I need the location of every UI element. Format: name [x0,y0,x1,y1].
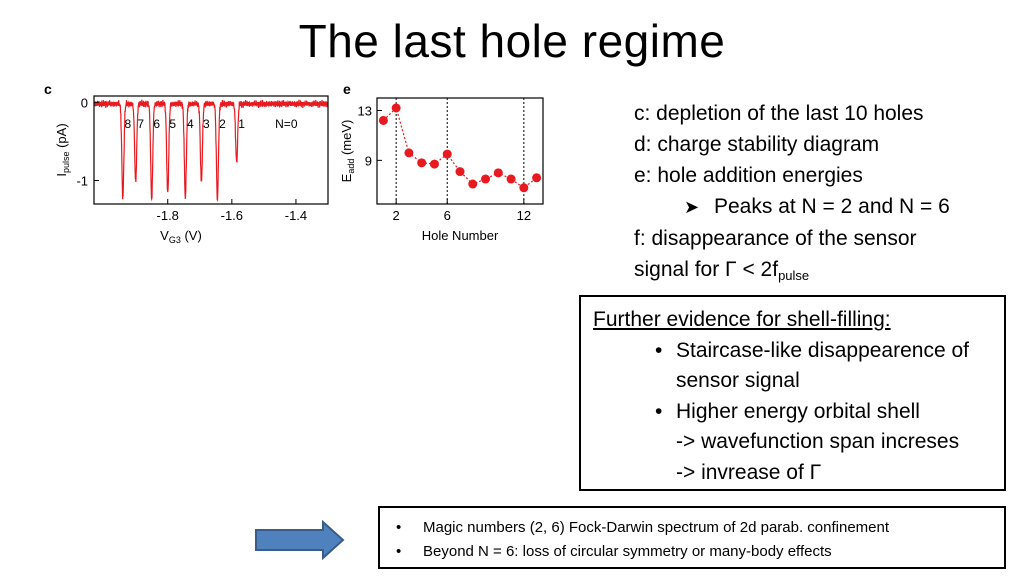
dip-label-3: 3 [203,117,210,131]
addition-energy-point [468,179,478,189]
addition-energy-point [391,103,401,113]
description-panel: c: depletion of the last 10 holes d: cha… [634,98,1014,285]
evidence-item-staircase: • Staircase-like disappearence of [593,336,1004,367]
chart-e-x-tick-label: 6 [444,208,451,223]
pulse-current-trace [93,99,329,203]
chart-c-y-axis-label: Ipulse (pA) [54,123,71,176]
chart-e-addition-energy: e 2 6 12 13 9 Hole Number Eadd (meV) [339,81,544,243]
chart-e-y-tick-label: 13 [358,103,372,118]
dip-label-4: 4 [187,117,194,131]
description-line-f2: signal for Γ < 2fpulse [634,254,1014,285]
description-line-f1: f: disappearance of the sensor [634,227,917,250]
description-line-c: c: depletion of the last 10 holes [634,102,924,125]
dip-label-5: 5 [169,117,176,131]
summary-box: • Magic numbers (2, 6) Fock-Darwin spect… [378,506,1006,569]
chart-c-pulse-current: c -1.8 -1.6 -1.4 0 -1 8 7 6 5 4 3 2 1 N=0 VG3 (V) Ipulse… [44,81,329,245]
evidence-item-2-line-1: Higher energy orbital shell [676,399,920,423]
summary-item-beyond-six: • Beyond N = 6: loss of circular symmetr… [390,540,1004,564]
chart-c-y-tick-label: -1 [76,174,88,189]
bullet-icon: • [396,519,402,536]
chart-c-x-tick-label: -1.8 [157,208,179,223]
description-line-f2-text: signal for Γ < 2f [634,258,779,281]
description-peaks-text: Peaks at N = 2 and N = 6 [714,195,950,218]
dip-label-8: 8 [125,117,132,131]
summary-item-magic-numbers: • Magic numbers (2, 6) Fock-Darwin spect… [390,516,1004,540]
addition-energy-point [404,148,414,158]
addition-energy-point [417,158,427,168]
addition-energy-point [481,174,491,184]
addition-energy-point [532,173,542,183]
chart-e-x-axis-label: Hole Number [422,228,499,243]
annotation-n0: N=0 [275,117,298,131]
description-line-f2-subscript: pulse [778,268,810,283]
chart-e-y-tick-label: 9 [365,153,372,168]
arrowhead-bullet-icon: ➤ [684,197,700,217]
right-arrow-icon [255,520,345,560]
chart-c-frame [93,95,329,205]
slide-title: The last hole regime [298,15,726,67]
panel-label-e: e [343,81,351,97]
description-peaks-item: ➤ Peaks at N = 2 and N = 6 [634,191,1014,223]
evidence-item-2-line-3: -> invrease of Γ [676,460,822,484]
chart-e-x-tick-label: 2 [393,208,400,223]
dip-label-2: 2 [219,117,226,131]
addition-energy-point [493,168,503,178]
description-line-d: d: charge stability diagram [634,133,880,156]
chart-e-x-tick-label: 12 [517,208,531,223]
bullet-icon: • [396,543,402,560]
addition-energy-point [506,174,516,184]
panel-label-c: c [44,81,52,97]
summary-item-1-text: Magic numbers (2, 6) Fock-Darwin spectru… [423,519,890,536]
dip-label-7: 7 [137,117,144,131]
addition-energy-point [519,183,529,193]
addition-energy-point [455,167,465,177]
summary-item-2-text: Beyond N = 6: loss of circular symmetry … [423,543,832,560]
chart-c-x-axis-label: VG3 (V) [160,228,202,245]
description-line-e: e: hole addition energies [634,164,863,187]
chart-e-y-axis-label: Eadd (meV) [339,120,356,183]
evidence-item-orbital-shell: • Higher energy orbital shell [593,397,1004,428]
chart-e-frame [376,97,544,205]
chart-c-x-tick-label: -1.4 [285,208,307,223]
dip-label-1: 1 [238,117,245,131]
evidence-item-2-line-2: -> wavefunction span increses [676,430,960,453]
bullet-icon: • [655,399,663,423]
addition-energy-point [429,159,439,169]
chart-c-y-tick-label: 0 [81,95,88,110]
evidence-heading: Further evidence for shell-filling: [593,308,891,331]
evidence-item-1-line-1: Staircase-like disappearence of [676,338,969,362]
chart-c-x-tick-label: -1.6 [221,208,243,223]
dip-label-6: 6 [153,117,160,131]
shell-filling-evidence-box: Further evidence for shell-filling: • St… [579,295,1006,491]
addition-energy-point [442,149,452,159]
evidence-item-1-line-2: sensor signal [676,369,800,392]
addition-energy-point [378,115,388,125]
bullet-icon: • [655,338,663,362]
